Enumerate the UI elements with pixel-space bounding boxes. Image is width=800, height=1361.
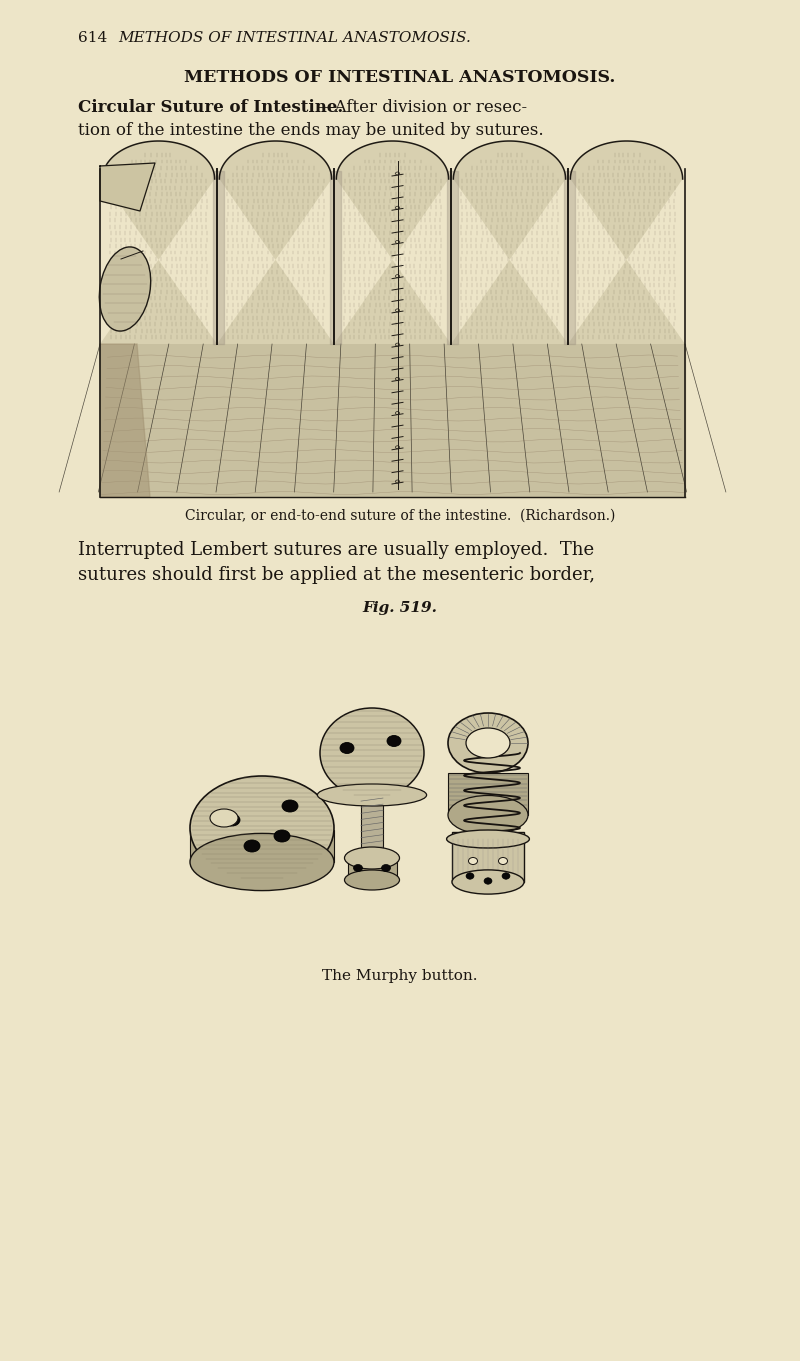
Text: Circular Suture of Intestine.: Circular Suture of Intestine. (78, 99, 343, 116)
Text: Fіg. 519.: Fіg. 519. (362, 602, 438, 615)
FancyBboxPatch shape (452, 832, 524, 882)
Ellipse shape (190, 833, 334, 890)
Ellipse shape (469, 857, 478, 864)
Ellipse shape (224, 814, 240, 826)
Ellipse shape (354, 864, 362, 871)
Text: Circular, or end-to-end suture of the intestine.  (Richardson.): Circular, or end-to-end suture of the in… (185, 509, 615, 523)
Text: METHODS OF INTESTINAL ANASTOMOSIS.: METHODS OF INTESTINAL ANASTOMOSIS. (184, 69, 616, 86)
Text: tion of the intestine the ends may be united by sutures.: tion of the intestine the ends may be un… (78, 122, 544, 139)
Ellipse shape (448, 713, 528, 773)
Ellipse shape (387, 735, 401, 746)
Ellipse shape (274, 830, 290, 842)
Polygon shape (100, 163, 155, 211)
Ellipse shape (318, 784, 426, 806)
Ellipse shape (446, 830, 530, 848)
FancyBboxPatch shape (361, 795, 383, 856)
Text: 614: 614 (78, 31, 107, 45)
Ellipse shape (210, 808, 238, 827)
Polygon shape (334, 142, 451, 344)
Ellipse shape (99, 246, 150, 331)
Text: —After division or resec-: —After division or resec- (318, 99, 527, 116)
Text: Interrupted Lembert sutures are usually employed.  The: Interrupted Lembert sutures are usually … (78, 542, 594, 559)
Ellipse shape (320, 708, 424, 798)
Text: Fіg. 518.: Fіg. 518. (366, 148, 434, 163)
Ellipse shape (345, 847, 399, 870)
Text: The Murphy button.: The Murphy button. (322, 969, 478, 983)
Polygon shape (217, 142, 334, 344)
Ellipse shape (340, 743, 354, 754)
FancyBboxPatch shape (190, 830, 334, 862)
Ellipse shape (502, 872, 510, 879)
Polygon shape (451, 142, 568, 344)
Ellipse shape (190, 776, 334, 881)
Ellipse shape (484, 878, 492, 885)
Polygon shape (100, 344, 685, 497)
Text: METHODS OF INTESTINAL ANASTOMOSIS.: METHODS OF INTESTINAL ANASTOMOSIS. (118, 31, 471, 45)
FancyBboxPatch shape (347, 855, 397, 881)
Ellipse shape (448, 795, 528, 834)
Polygon shape (568, 142, 685, 344)
Ellipse shape (498, 857, 507, 864)
Ellipse shape (466, 872, 474, 879)
Ellipse shape (452, 870, 524, 894)
Polygon shape (100, 142, 217, 344)
Ellipse shape (282, 800, 298, 813)
Ellipse shape (244, 840, 260, 852)
Text: sutures should first be applied at the mesenteric border,: sutures should first be applied at the m… (78, 566, 595, 584)
Ellipse shape (466, 728, 510, 758)
FancyBboxPatch shape (448, 773, 528, 815)
Ellipse shape (345, 870, 399, 890)
Polygon shape (95, 171, 690, 499)
Polygon shape (100, 344, 150, 497)
Ellipse shape (382, 864, 390, 871)
